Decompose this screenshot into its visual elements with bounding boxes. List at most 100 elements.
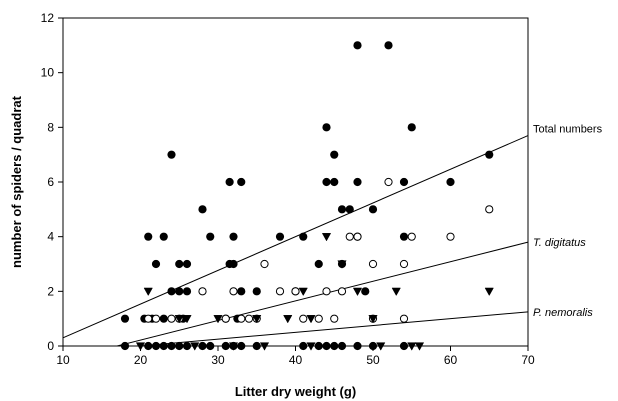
x-tick-label: 10	[56, 353, 70, 367]
x-axis-title: Litter dry weight (g)	[235, 384, 356, 399]
y-tick-label: 12	[41, 11, 55, 25]
triangle-point	[259, 342, 270, 351]
filled-circle-point	[330, 341, 339, 351]
plot-frame	[62, 17, 529, 347]
open-circle-point	[244, 314, 254, 323]
filled-circle-point	[167, 150, 176, 159]
filled-circle-point	[175, 259, 184, 269]
filled-circle-point	[314, 259, 323, 269]
filled-circle-point	[361, 287, 370, 296]
fit-line-label: P. nemoralis	[533, 307, 593, 319]
filled-circle-point	[120, 314, 130, 323]
triangle-point	[213, 315, 223, 324]
filled-circle-point	[322, 177, 331, 187]
open-circle-point	[322, 287, 331, 296]
filled-circle-point	[175, 287, 184, 296]
x-tick-label: 60	[444, 353, 458, 367]
open-circle-point	[330, 314, 339, 323]
filled-circle-point	[159, 314, 168, 323]
filled-circle-point	[368, 341, 378, 351]
fit-line-label: Total numbers	[533, 124, 603, 136]
filled-circle-point	[337, 341, 347, 351]
open-circle-point	[345, 232, 354, 241]
triangle-point	[321, 233, 332, 242]
filled-circle-point	[314, 341, 323, 351]
labels: Litter dry weight (g) number of spiders /…	[9, 95, 603, 399]
triangle-point	[484, 287, 494, 297]
open-circle-point	[221, 314, 230, 323]
x-tick-label: 20	[134, 353, 148, 367]
y-tick-label: 0	[47, 339, 54, 353]
triangle-point	[283, 315, 293, 324]
filled-circle-point	[252, 341, 261, 351]
filled-circle-point	[275, 232, 285, 241]
filled-circle-point	[144, 232, 153, 241]
filled-circle-point	[225, 177, 234, 187]
filled-circle-point	[237, 341, 246, 351]
filled-circle-point	[229, 259, 238, 269]
filled-circle-point	[206, 232, 215, 241]
open-circle-point	[275, 287, 285, 296]
filled-circle-point	[337, 205, 347, 214]
filled-circle-point	[353, 341, 362, 351]
open-circle-point	[198, 287, 207, 296]
filled-circle-point	[167, 341, 176, 351]
filled-circle-point	[144, 341, 153, 351]
open-circle-point	[260, 259, 269, 269]
filled-circle-point	[399, 341, 409, 351]
y-tick-label: 10	[41, 66, 55, 80]
triangle-point	[376, 342, 386, 351]
filled-circle-point	[167, 287, 176, 296]
filled-circle-point	[159, 232, 168, 241]
y-tick-label: 6	[47, 175, 54, 189]
filled-circle-point	[299, 341, 308, 351]
filled-circle-point	[182, 287, 192, 296]
filled-circle-point	[485, 150, 494, 159]
triangle-point	[306, 315, 316, 324]
triangle-point	[298, 287, 308, 297]
x-tick-label: 40	[289, 353, 303, 367]
fit-lines	[62, 135, 529, 347]
open-circle-point	[151, 314, 161, 323]
filled-circle-point	[198, 341, 207, 351]
x-tick-label: 70	[521, 353, 535, 367]
open-circle-point	[446, 232, 455, 241]
filled-circle-point	[399, 232, 409, 241]
open-circle-point	[167, 314, 176, 323]
filled-circle-point	[330, 177, 339, 187]
filled-circle-point	[345, 205, 354, 214]
open-circle-point	[399, 259, 409, 269]
open-circle-point	[291, 287, 300, 296]
filled-circle-point	[229, 232, 238, 241]
filled-circle-point	[237, 287, 246, 296]
fit-line	[62, 135, 529, 339]
fit-line-label: T. digitatus	[533, 237, 586, 249]
triangle-point	[143, 287, 153, 297]
filled-circle-point	[159, 341, 168, 351]
open-circle-point	[353, 232, 362, 241]
fit-line	[140, 311, 529, 347]
filled-circle-point	[221, 341, 230, 351]
filled-circle-point	[299, 232, 308, 241]
triangle-point	[352, 287, 363, 297]
y-tick-label: 2	[47, 284, 54, 298]
filled-circle-point	[353, 41, 362, 50]
triangle-point	[414, 342, 425, 351]
triangle-point	[391, 287, 401, 297]
open-circle-point	[314, 314, 323, 323]
open-circle-point	[337, 287, 347, 296]
filled-circle-point	[322, 123, 331, 132]
triangle-point	[228, 342, 239, 351]
filled-circle-point	[151, 259, 161, 269]
filled-circle-point	[175, 341, 184, 351]
filled-circle-point	[252, 287, 261, 296]
filled-circle-point	[330, 150, 339, 159]
triangle-point	[135, 342, 146, 351]
triangle-point	[368, 315, 378, 324]
filled-circle-point	[198, 205, 207, 214]
open-circle-point	[407, 232, 416, 241]
filled-circle-point	[151, 341, 161, 351]
filled-circle-point	[322, 341, 331, 351]
open-circle-point	[237, 314, 246, 323]
open-circle-point	[229, 287, 238, 296]
